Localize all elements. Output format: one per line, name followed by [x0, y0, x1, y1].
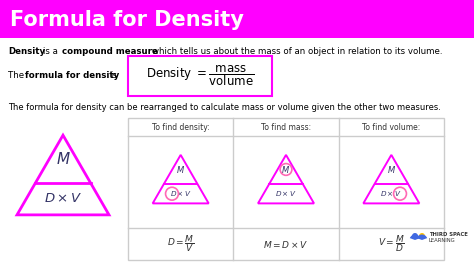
Polygon shape: [17, 135, 109, 215]
Text: $M$: $M$: [282, 164, 291, 175]
Wedge shape: [410, 234, 420, 240]
Text: Density $= \dfrac{\mathrm{mass}}{\mathrm{volume}}$: Density $= \dfrac{\mathrm{mass}}{\mathrm…: [146, 64, 254, 88]
Text: Density: Density: [8, 47, 45, 57]
Text: To find volume:: To find volume:: [362, 122, 420, 132]
Text: is a: is a: [43, 47, 61, 57]
Text: $V = \dfrac{M}{D}$: $V = \dfrac{M}{D}$: [378, 234, 405, 254]
Text: $M$: $M$: [387, 164, 396, 175]
Text: $D \times V$: $D \times V$: [275, 189, 297, 198]
Text: is: is: [110, 70, 117, 80]
Text: which tells us about the mass of an object in relation to its volume.: which tells us about the mass of an obje…: [152, 47, 443, 57]
Text: $D \times V$: $D \times V$: [170, 189, 191, 198]
FancyBboxPatch shape: [128, 56, 272, 96]
Text: $D \times V$: $D \times V$: [381, 189, 402, 198]
Text: To find density:: To find density:: [152, 122, 210, 132]
Polygon shape: [364, 155, 419, 203]
FancyBboxPatch shape: [128, 118, 444, 260]
Text: Formula for Density: Formula for Density: [10, 10, 244, 30]
Circle shape: [419, 233, 425, 239]
Text: $M = D \times V$: $M = D \times V$: [263, 239, 309, 250]
Text: $D \times V$: $D \times V$: [44, 192, 82, 206]
Text: formula for density: formula for density: [25, 70, 119, 80]
Polygon shape: [153, 155, 209, 203]
Text: The formula for density can be rearranged to calculate mass or volume given the : The formula for density can be rearrange…: [8, 103, 441, 113]
Circle shape: [412, 233, 418, 239]
Text: The: The: [8, 70, 27, 80]
Text: THIRD SPACE: THIRD SPACE: [429, 233, 468, 237]
Text: LEARNING: LEARNING: [429, 239, 456, 244]
Polygon shape: [258, 155, 314, 203]
FancyBboxPatch shape: [0, 0, 474, 38]
Text: $D = \dfrac{M}{V}$: $D = \dfrac{M}{V}$: [167, 234, 194, 254]
Text: To find mass:: To find mass:: [261, 122, 311, 132]
Wedge shape: [417, 234, 427, 240]
Text: $M$: $M$: [55, 151, 70, 167]
Text: $M$: $M$: [176, 164, 185, 175]
Text: compound measure: compound measure: [62, 47, 158, 57]
